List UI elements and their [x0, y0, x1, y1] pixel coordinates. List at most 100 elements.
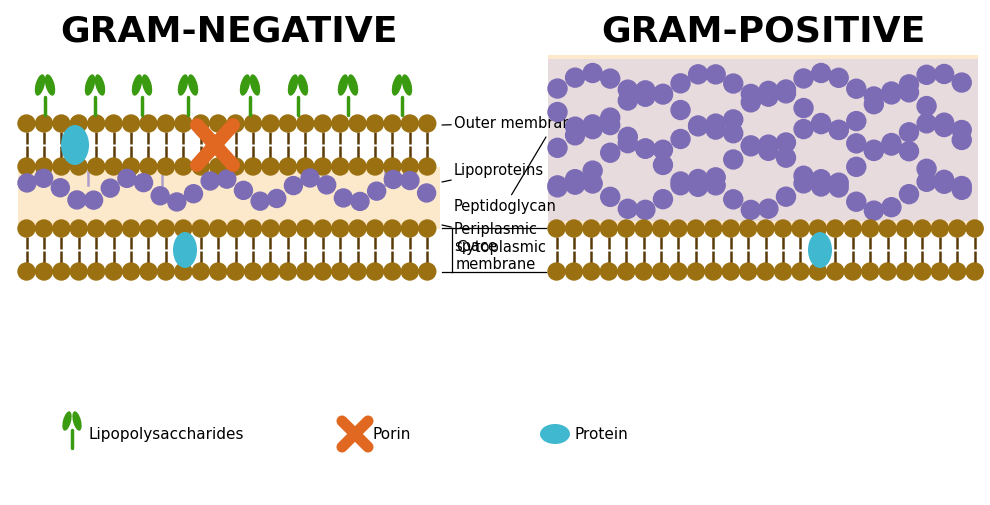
Circle shape: [18, 175, 36, 192]
Circle shape: [548, 264, 565, 280]
Circle shape: [267, 190, 286, 208]
Circle shape: [966, 264, 983, 280]
Ellipse shape: [240, 75, 250, 96]
Circle shape: [184, 185, 203, 204]
Circle shape: [794, 167, 813, 186]
Bar: [548, 60, 978, 222]
Circle shape: [653, 141, 672, 160]
Circle shape: [882, 86, 901, 105]
Circle shape: [70, 264, 87, 280]
Circle shape: [759, 142, 778, 161]
Circle shape: [952, 74, 971, 93]
Ellipse shape: [808, 232, 832, 269]
Circle shape: [846, 158, 866, 177]
Circle shape: [583, 221, 600, 237]
Circle shape: [418, 185, 436, 203]
Circle shape: [742, 201, 760, 220]
Circle shape: [52, 159, 70, 176]
Circle shape: [670, 264, 687, 280]
Circle shape: [776, 81, 796, 100]
Circle shape: [565, 264, 582, 280]
Circle shape: [192, 159, 209, 176]
Text: Periplasmic
space: Periplasmic space: [442, 221, 538, 254]
Circle shape: [123, 116, 140, 133]
Circle shape: [52, 221, 70, 237]
Circle shape: [175, 159, 192, 176]
Circle shape: [349, 221, 366, 237]
Circle shape: [619, 128, 638, 147]
Circle shape: [776, 134, 796, 153]
Circle shape: [671, 102, 690, 120]
Text: GRAM-POSITIVE: GRAM-POSITIVE: [601, 14, 926, 48]
Circle shape: [653, 86, 672, 105]
Ellipse shape: [61, 126, 89, 166]
Ellipse shape: [402, 75, 412, 96]
Circle shape: [740, 221, 756, 237]
Circle shape: [70, 221, 87, 237]
Circle shape: [830, 179, 848, 197]
Circle shape: [671, 176, 690, 195]
Circle shape: [140, 221, 157, 237]
Circle shape: [565, 176, 584, 195]
Circle shape: [210, 221, 227, 237]
Circle shape: [900, 185, 919, 204]
Circle shape: [227, 264, 245, 280]
Circle shape: [18, 264, 35, 280]
Circle shape: [653, 156, 672, 175]
Circle shape: [175, 116, 192, 133]
Circle shape: [689, 118, 708, 136]
Circle shape: [935, 65, 953, 84]
Circle shape: [759, 136, 778, 155]
Circle shape: [900, 76, 919, 94]
Circle shape: [724, 190, 742, 210]
Circle shape: [105, 116, 122, 133]
Circle shape: [966, 221, 983, 237]
Circle shape: [366, 116, 383, 133]
Circle shape: [105, 221, 122, 237]
Circle shape: [227, 159, 245, 176]
Circle shape: [175, 264, 192, 280]
Circle shape: [36, 264, 52, 280]
Text: Porin: Porin: [373, 427, 412, 442]
Ellipse shape: [173, 232, 197, 269]
Circle shape: [140, 116, 157, 133]
Circle shape: [314, 221, 332, 237]
Circle shape: [314, 264, 332, 280]
Circle shape: [864, 142, 883, 161]
Circle shape: [636, 140, 654, 159]
Circle shape: [251, 193, 269, 211]
Circle shape: [192, 221, 209, 237]
Circle shape: [952, 181, 971, 200]
Circle shape: [671, 130, 690, 149]
Circle shape: [897, 264, 914, 280]
Circle shape: [279, 159, 296, 176]
Circle shape: [810, 264, 827, 280]
Circle shape: [844, 264, 861, 280]
Circle shape: [670, 221, 687, 237]
Circle shape: [742, 85, 760, 104]
Circle shape: [297, 221, 314, 237]
Circle shape: [349, 264, 366, 280]
Circle shape: [794, 175, 813, 193]
Circle shape: [706, 121, 726, 140]
Circle shape: [830, 121, 848, 140]
Circle shape: [652, 221, 669, 237]
Circle shape: [724, 111, 742, 130]
Circle shape: [351, 193, 369, 211]
Ellipse shape: [288, 75, 298, 96]
Circle shape: [175, 221, 192, 237]
Circle shape: [776, 85, 796, 104]
Circle shape: [948, 221, 966, 237]
Circle shape: [88, 116, 105, 133]
Circle shape: [70, 116, 87, 133]
Circle shape: [245, 116, 261, 133]
Circle shape: [332, 116, 348, 133]
Ellipse shape: [132, 75, 143, 96]
Circle shape: [759, 88, 778, 107]
Circle shape: [706, 66, 726, 85]
Circle shape: [227, 116, 245, 133]
Circle shape: [384, 116, 401, 133]
Circle shape: [618, 264, 635, 280]
Circle shape: [301, 170, 319, 188]
Circle shape: [935, 171, 953, 190]
